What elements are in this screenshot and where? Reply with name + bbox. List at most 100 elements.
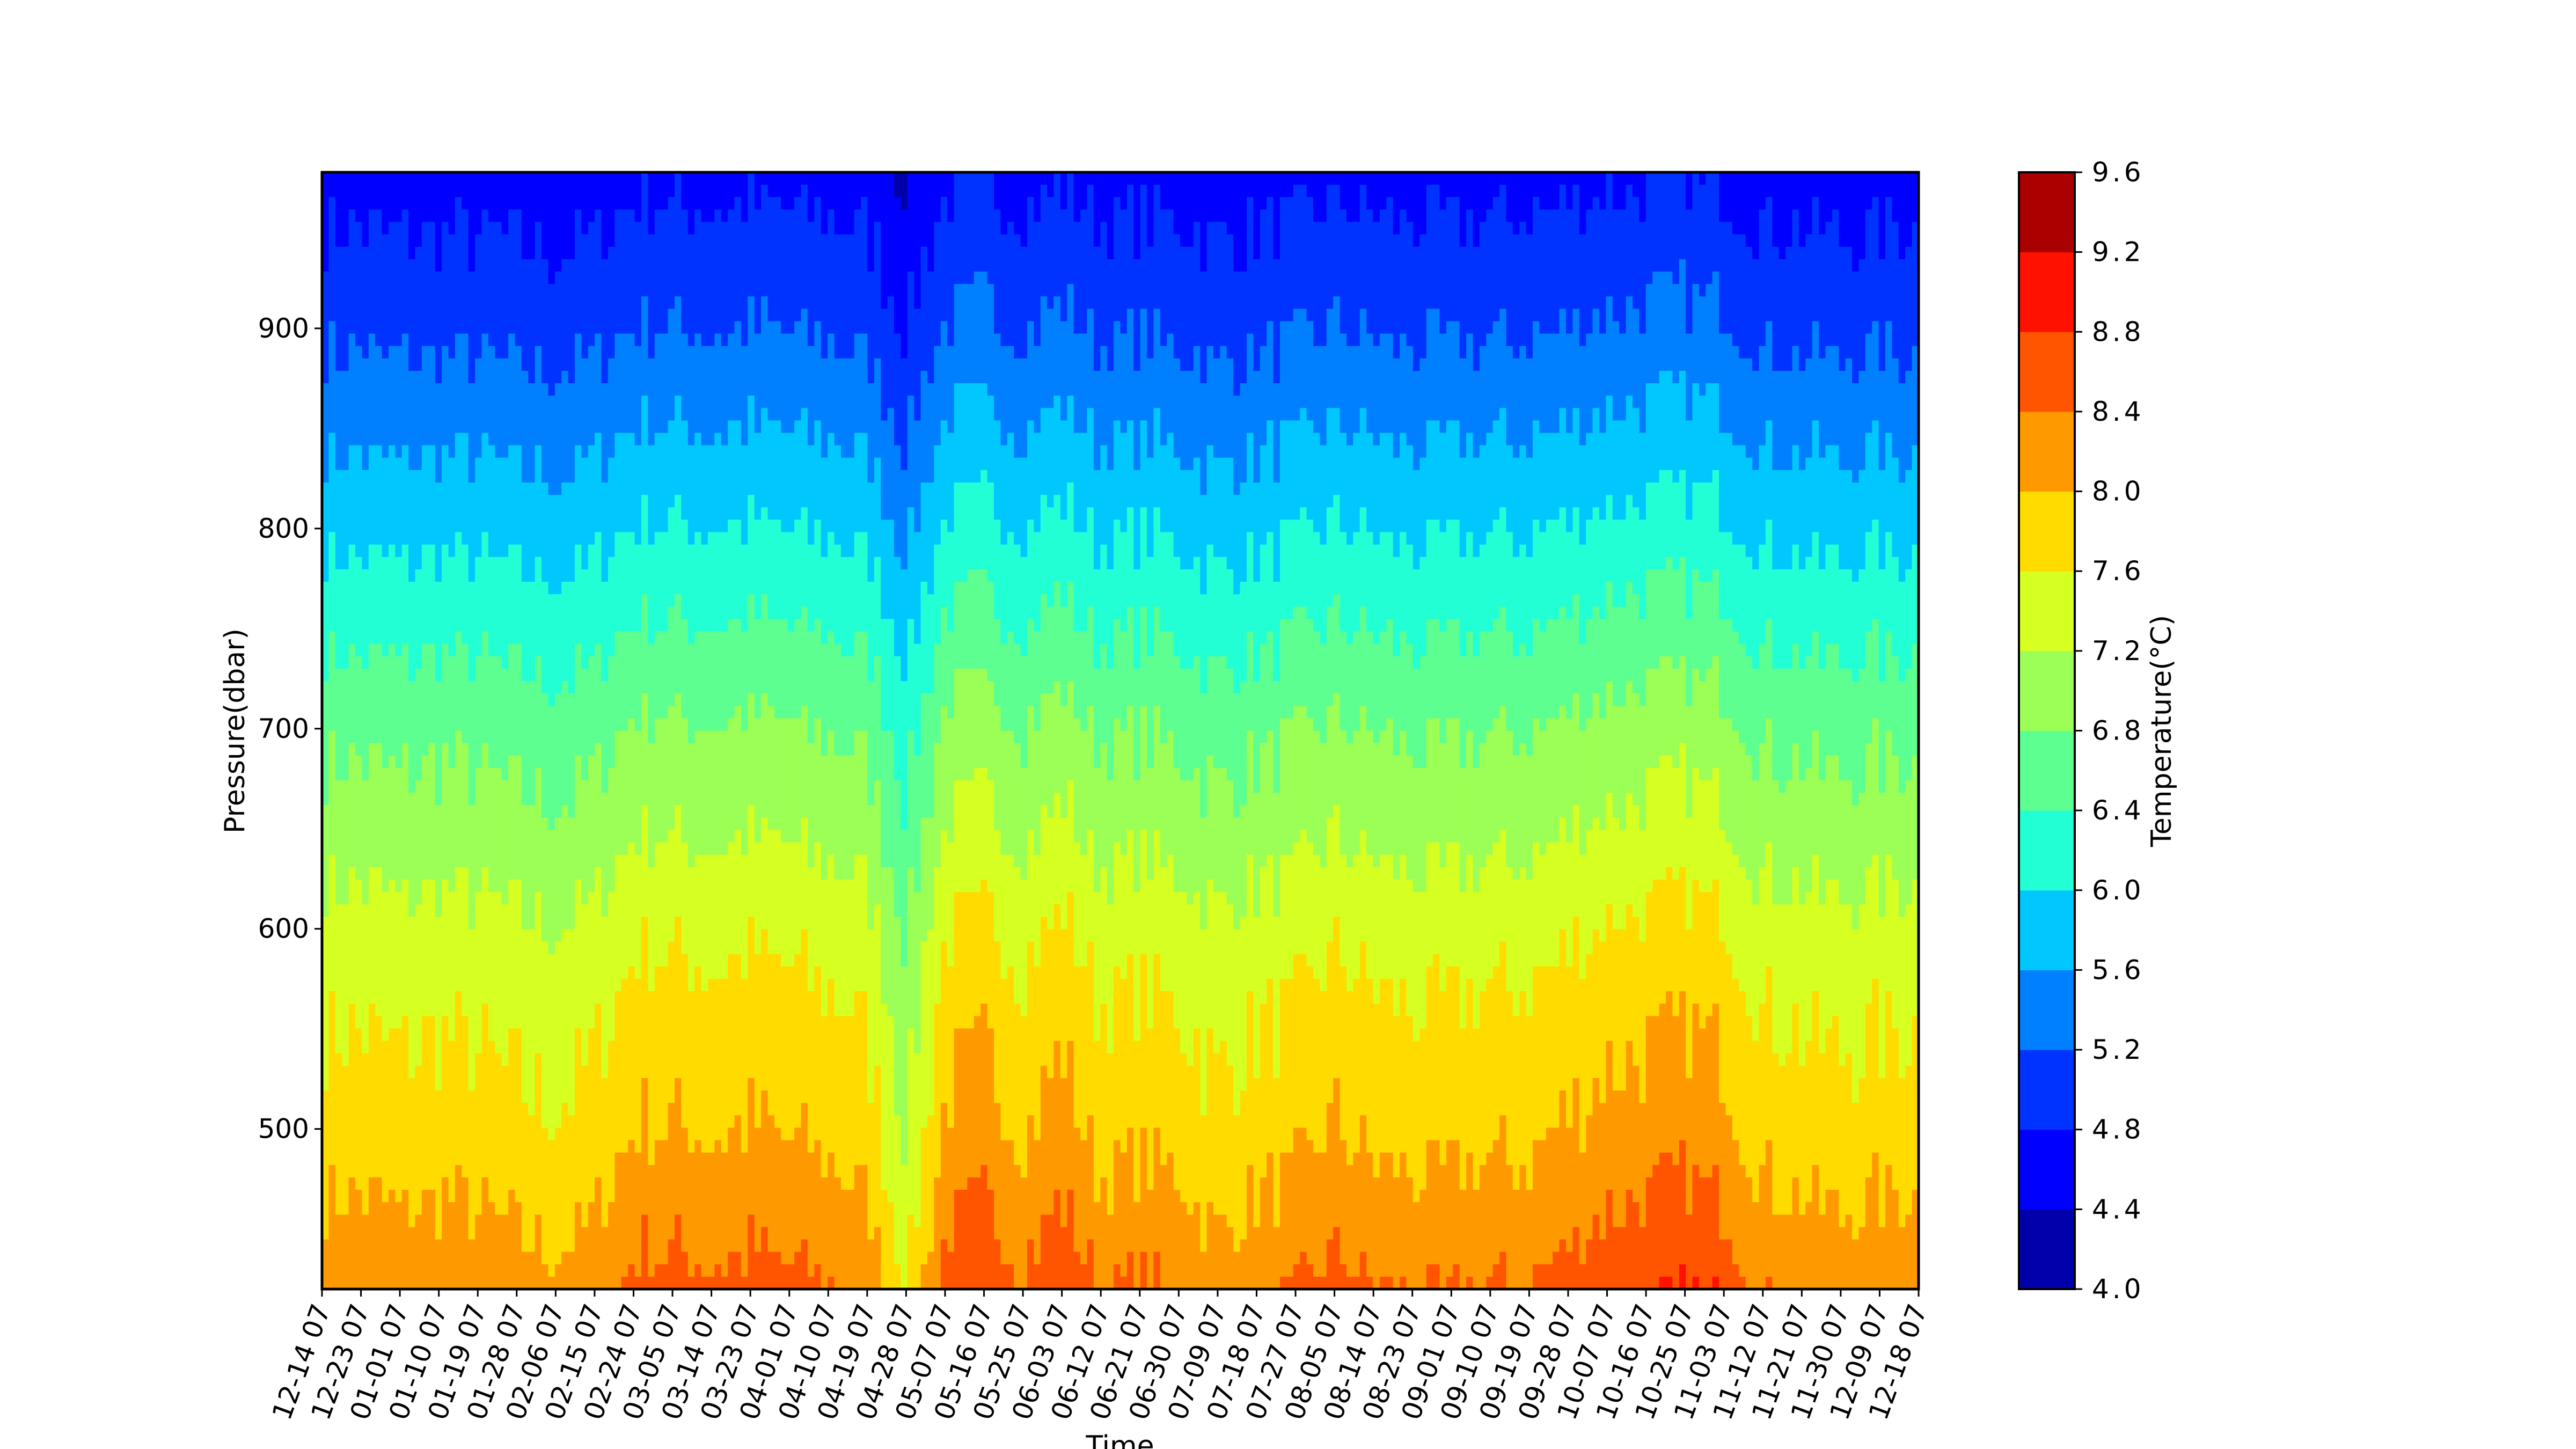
contour-cell [535, 1004, 542, 1016]
contour-cell [535, 284, 542, 297]
contour-cell [355, 1091, 362, 1103]
contour-cell [535, 619, 542, 632]
contour-cell [522, 1041, 529, 1054]
contour-cell [488, 793, 495, 806]
contour-cell [355, 942, 362, 955]
contour-cell [655, 557, 662, 570]
contour-cell [435, 669, 442, 682]
contour-cell [475, 172, 482, 185]
contour-cell [555, 209, 562, 222]
contour-cell [328, 346, 335, 359]
contour-cell [595, 458, 602, 471]
contour-cell [522, 1190, 529, 1203]
contour-cell [475, 309, 482, 321]
contour-cell [502, 1041, 509, 1054]
contour-cell [541, 235, 548, 247]
contour-cell [555, 185, 562, 197]
contour-cell [355, 731, 362, 744]
contour-cell [428, 768, 435, 781]
contour-cell [375, 1252, 382, 1265]
contour-cell [382, 967, 389, 979]
contour-cell [655, 817, 662, 830]
contour-cell [422, 334, 429, 347]
contour-cell [495, 209, 502, 222]
contour-cell [342, 482, 349, 495]
contour-cell [488, 371, 495, 384]
contour-cell [608, 458, 615, 471]
contour-cell [602, 247, 609, 260]
contour-cell [455, 197, 462, 210]
contour-cell [668, 222, 675, 235]
contour-cell [548, 743, 555, 756]
contour-cell [362, 1264, 369, 1277]
contour-cell [395, 594, 402, 607]
contour-cell [515, 1140, 522, 1153]
contour-cell [614, 731, 621, 744]
contour-cell [655, 470, 662, 483]
contour-cell [515, 1004, 522, 1016]
contour-cell [395, 309, 402, 321]
contour-cell [575, 706, 582, 719]
contour-cell [495, 830, 502, 843]
contour-cell [641, 706, 648, 719]
contour-cell [455, 433, 462, 446]
contour-cell [568, 1227, 575, 1240]
contour-cell [422, 1264, 429, 1277]
contour-cell [541, 433, 548, 446]
contour-cell [668, 867, 675, 880]
contour-cell [502, 296, 509, 309]
contour-cell [535, 1103, 542, 1116]
contour-cell [488, 1264, 495, 1277]
contour-cell [362, 532, 369, 545]
contour-cell [375, 718, 382, 731]
contour-cell [661, 371, 668, 384]
contour-cell [369, 247, 376, 260]
contour-cell [568, 433, 575, 446]
contour-cell [535, 507, 542, 520]
contour-cell [455, 1214, 462, 1227]
contour-cell [369, 557, 376, 570]
contour-cell [435, 1165, 442, 1178]
contour-cell [602, 644, 609, 657]
contour-cell [555, 1091, 562, 1103]
contour-cell [469, 383, 475, 396]
contour-cell [608, 247, 615, 260]
contour-cell [628, 930, 635, 942]
contour-cell [541, 644, 548, 657]
contour-cell [535, 1227, 542, 1240]
contour-cell [375, 582, 382, 595]
contour-cell [395, 545, 402, 558]
contour-cell [475, 768, 482, 781]
contour-cell [581, 172, 588, 185]
contour-cell [661, 383, 668, 396]
contour-cell [502, 718, 509, 731]
contour-cell [541, 1053, 548, 1066]
contour-cell [548, 383, 555, 396]
contour-cell [495, 284, 502, 297]
contour-cell [449, 1091, 456, 1103]
contour-cell [349, 1028, 356, 1041]
contour-cell [508, 1140, 515, 1153]
contour-cell [342, 1214, 349, 1227]
contour-cell [389, 383, 396, 396]
contour-cell [555, 1240, 562, 1253]
contour-cell [462, 1041, 469, 1054]
contour-cell [362, 420, 369, 433]
contour-cell [382, 247, 389, 260]
contour-cell [415, 892, 422, 905]
contour-cell [395, 1153, 402, 1166]
contour-cell [362, 272, 369, 284]
contour-cell [668, 991, 675, 1004]
contour-cell [462, 482, 469, 495]
contour-cell [382, 346, 389, 359]
contour-cell [395, 843, 402, 855]
contour-cell [575, 830, 582, 843]
contour-cell [528, 880, 535, 892]
contour-cell [355, 843, 362, 855]
contour-cell [428, 1078, 435, 1091]
contour-cell [422, 396, 429, 408]
contour-cell [369, 272, 376, 284]
contour-cell [548, 830, 555, 843]
contour-cell [335, 930, 342, 942]
contour-cell [655, 731, 662, 744]
